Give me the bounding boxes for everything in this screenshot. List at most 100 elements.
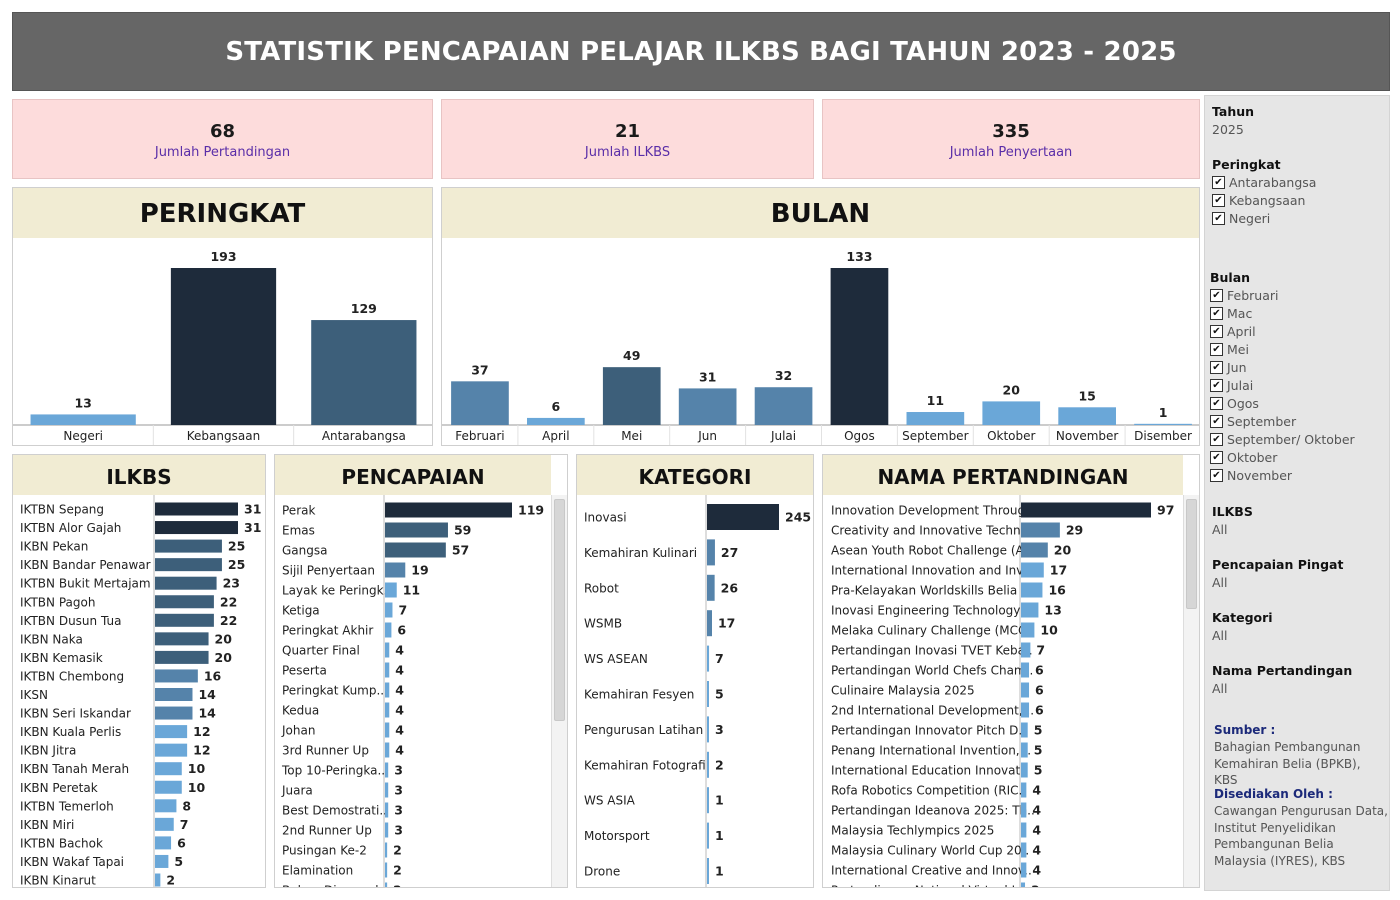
bar[interactable] <box>385 782 389 798</box>
bar[interactable] <box>1021 502 1151 518</box>
bar[interactable] <box>1021 722 1028 738</box>
bar[interactable] <box>385 542 446 558</box>
bar[interactable] <box>707 610 712 637</box>
bar[interactable] <box>1021 642 1031 658</box>
bar[interactable] <box>155 521 238 535</box>
checkbox-checked-icon[interactable]: ✔ <box>1210 432 1223 446</box>
bar[interactable] <box>385 642 390 658</box>
bar[interactable] <box>707 822 709 849</box>
bar[interactable] <box>707 716 709 743</box>
bar[interactable] <box>1021 542 1048 558</box>
checkbox-checked-icon[interactable]: ✔ <box>1212 211 1225 225</box>
checkbox-checked-icon[interactable]: ✔ <box>1210 450 1223 464</box>
bar[interactable] <box>1021 882 1026 889</box>
filter-pencapaian-pingat[interactable]: Pencapaian Pingat All <box>1212 557 1343 590</box>
bar[interactable] <box>155 873 161 887</box>
bar[interactable] <box>1021 862 1027 878</box>
checkbox-checked-icon[interactable]: ✔ <box>1212 193 1225 207</box>
bar[interactable] <box>385 722 390 738</box>
bar[interactable] <box>155 632 209 646</box>
bar[interactable] <box>385 702 390 718</box>
bar[interactable] <box>1021 742 1028 758</box>
bar[interactable] <box>155 706 193 720</box>
bar[interactable] <box>1021 702 1030 718</box>
bar[interactable] <box>602 367 661 425</box>
bar[interactable] <box>311 320 417 425</box>
peringkat-checkbox-item[interactable]: ✔ Antarabangsa <box>1212 173 1316 191</box>
pencapaian-scrollbar[interactable] <box>551 495 567 887</box>
bar[interactable] <box>707 787 709 814</box>
bar[interactable] <box>1021 762 1028 778</box>
bulan-checkbox-item[interactable]: ✔ September <box>1210 412 1382 430</box>
checkbox-checked-icon[interactable]: ✔ <box>1210 342 1223 356</box>
bar[interactable] <box>707 858 709 884</box>
peringkat-checkbox-item[interactable]: ✔ Kebangsaan <box>1212 191 1316 209</box>
bar[interactable] <box>170 268 277 425</box>
checkbox-checked-icon[interactable]: ✔ <box>1210 396 1223 410</box>
bar[interactable] <box>707 504 779 530</box>
bar[interactable] <box>155 669 198 683</box>
checkbox-checked-icon[interactable]: ✔ <box>1210 378 1223 392</box>
bar[interactable] <box>385 502 512 518</box>
bar[interactable] <box>1021 662 1030 678</box>
bar[interactable] <box>1134 423 1192 425</box>
bar[interactable] <box>1021 522 1060 538</box>
bulan-checkbox-item[interactable]: ✔ Mac <box>1210 304 1382 322</box>
bar[interactable] <box>830 268 889 425</box>
bar[interactable] <box>155 502 238 516</box>
bulan-list-viewport[interactable]: ✔ Februari ✔ Mac ✔ April ✔ Mei ✔ Jun ✔ Julai ✔ Ogos ✔ S… <box>1210 286 1382 484</box>
bar[interactable] <box>1021 602 1039 618</box>
nama-scrollbar[interactable] <box>1183 495 1199 887</box>
bar[interactable] <box>1058 407 1116 425</box>
bar[interactable] <box>155 613 214 627</box>
bar[interactable] <box>707 645 710 672</box>
bulan-checkbox-item[interactable]: ✔ Ogos <box>1210 394 1382 412</box>
bar[interactable] <box>1021 682 1030 698</box>
bar[interactable] <box>155 725 188 739</box>
bar[interactable] <box>385 822 389 838</box>
bar[interactable] <box>155 743 188 757</box>
bar[interactable] <box>30 414 136 425</box>
bar[interactable] <box>385 802 389 818</box>
peringkat-checkbox-item[interactable]: ✔ Negeri <box>1212 209 1316 227</box>
bar[interactable] <box>1021 802 1027 818</box>
bulan-checkbox-item[interactable]: ✔ November <box>1210 466 1382 484</box>
bar[interactable] <box>385 562 406 578</box>
bar[interactable] <box>754 387 813 425</box>
bar[interactable] <box>155 650 209 664</box>
bulan-checkbox-item[interactable]: ✔ Jun <box>1210 358 1382 376</box>
bar[interactable] <box>155 799 177 813</box>
bar[interactable] <box>982 401 1041 425</box>
bulan-checkbox-item[interactable]: ✔ Julai <box>1210 376 1382 394</box>
checkbox-checked-icon[interactable]: ✔ <box>1210 306 1223 320</box>
pencapaian-scroll-thumb[interactable] <box>554 499 565 721</box>
bar[interactable] <box>385 662 390 678</box>
bar[interactable] <box>451 381 509 425</box>
checkbox-checked-icon[interactable]: ✔ <box>1210 468 1223 482</box>
bar[interactable] <box>155 539 222 553</box>
bulan-checkbox-item[interactable]: ✔ Oktober <box>1210 448 1382 466</box>
bar[interactable] <box>155 836 172 850</box>
nama-scroll-thumb[interactable] <box>1186 499 1197 609</box>
bar[interactable] <box>1021 842 1027 858</box>
bar[interactable] <box>385 882 388 889</box>
checkbox-checked-icon[interactable]: ✔ <box>1210 414 1223 428</box>
bar[interactable] <box>155 595 214 609</box>
bar[interactable] <box>155 762 182 776</box>
filter-kategori[interactable]: Kategori All <box>1212 610 1273 643</box>
bar[interactable] <box>155 854 169 868</box>
bar[interactable] <box>527 417 585 425</box>
bar[interactable] <box>707 681 709 707</box>
bar[interactable] <box>385 762 389 778</box>
bar[interactable] <box>1021 782 1027 798</box>
bulan-checkbox-item[interactable]: ✔ September/ Oktober <box>1210 430 1382 448</box>
bar[interactable] <box>678 388 737 425</box>
bar[interactable] <box>906 412 965 425</box>
bar[interactable] <box>1021 582 1043 598</box>
bulan-checkbox-item[interactable]: ✔ April <box>1210 322 1382 340</box>
checkbox-checked-icon[interactable]: ✔ <box>1210 324 1223 338</box>
bar[interactable] <box>1021 622 1035 638</box>
filter-ilkbs[interactable]: ILKBS All <box>1212 504 1253 537</box>
bar[interactable] <box>707 539 715 566</box>
checkbox-checked-icon[interactable]: ✔ <box>1210 288 1223 302</box>
